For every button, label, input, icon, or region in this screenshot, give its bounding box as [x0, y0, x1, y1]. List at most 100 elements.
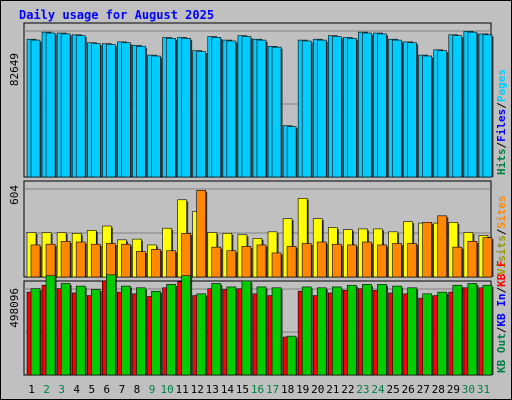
xtick-day-13: 13: [206, 383, 219, 396]
bar-top-pages-day-16: [256, 39, 267, 178]
xtick-day-28: 28: [432, 383, 445, 396]
xtick-day-19: 19: [296, 383, 309, 396]
xtick-day-11: 11: [176, 383, 189, 396]
xtick-day-12: 12: [191, 383, 204, 396]
legend-top-3: /: [495, 102, 508, 109]
bar-top-pages-day-27: [422, 55, 432, 178]
bar-bottom-kb-in-day-14: [226, 286, 237, 376]
legend-bottom-2: KB In: [495, 294, 508, 327]
chart-title: Daily usage for August 2025: [19, 8, 215, 22]
bar-bottom-kb-in-day-8: [136, 287, 146, 376]
legend-bottom-0: KB Out: [495, 333, 508, 373]
bar-top-pages-day-11: [181, 38, 191, 178]
xtick-day-22: 22: [341, 383, 354, 396]
bar-top-pages-day-3: [60, 33, 71, 178]
bar-bottom-kb-in-day-7: [121, 285, 131, 376]
bar-middle-sites-day-23: [362, 241, 372, 278]
bar-bottom-kb-in-day-9: [151, 290, 161, 376]
bar-top-pages-day-1: [30, 39, 41, 178]
bar-bottom-kb-in-day-22: [347, 284, 357, 376]
bar-middle-sites-day-9: [151, 249, 161, 278]
bar-middle-sites-day-13: [211, 246, 222, 278]
legend-top-0: Hits: [495, 149, 508, 176]
legend-middle-1: /: [495, 228, 508, 235]
bar-middle-sites-day-30: [467, 241, 478, 278]
bar-bottom-kb-in-day-25: [392, 285, 402, 376]
xtick-day-8: 8: [134, 383, 141, 396]
bar-bottom-kb-in-day-30: [467, 283, 478, 376]
bar-middle-sites-day-8: [136, 251, 146, 278]
bar-top-pages-day-13: [211, 37, 222, 178]
xtick-day-9: 9: [149, 383, 156, 396]
bar-bottom-kb-in-day-29: [452, 284, 463, 376]
bar-middle-sites-day-2: [45, 243, 56, 278]
xtick-day-5: 5: [88, 383, 95, 396]
legend-bottom-1: /: [495, 326, 508, 333]
bar-top-pages-day-5: [90, 43, 101, 178]
legend-bottom-3: /: [495, 287, 508, 294]
bar-bottom-kb-in-day-17: [271, 287, 282, 376]
xtick-day-23: 23: [356, 383, 369, 396]
xtick-day-15: 15: [236, 383, 249, 396]
bar-middle-sites-day-22: [347, 244, 357, 278]
bar-top-pages-day-26: [407, 42, 417, 178]
bar-middle-sites-day-27: [422, 222, 432, 278]
bar-top-pages-day-31: [482, 34, 493, 178]
bar-middle-sites-day-1: [30, 244, 41, 278]
xtick-day-26: 26: [402, 383, 415, 396]
xtick-day-7: 7: [119, 383, 126, 396]
side-legend-top: Hits/Files/Pages: [495, 69, 508, 175]
bar-middle-sites-day-7: [121, 243, 131, 278]
bar-bottom-kb-in-day-15: [241, 280, 252, 376]
bar-top-pages-day-25: [392, 39, 402, 178]
bar-middle-sites-day-12: [196, 190, 207, 278]
xtick-day-21: 21: [326, 383, 339, 396]
side-legend-middle: Visits/Sites: [495, 196, 508, 276]
bar-middle-sites-day-25: [392, 243, 402, 278]
bar-middle-sites-day-20: [316, 241, 327, 278]
bar-bottom-kb-in-day-26: [407, 287, 417, 376]
xtick-day-4: 4: [73, 383, 80, 396]
ytick-label-middle: 604: [8, 185, 21, 205]
bar-top-pages-day-28: [437, 50, 448, 178]
bar-bottom-kb-in-day-6: [106, 274, 116, 376]
bar-middle-sites-day-4: [75, 241, 86, 278]
bar-bottom-kb-in-day-31: [482, 284, 493, 376]
bar-top-pages-day-30: [467, 31, 478, 178]
legend-middle-2: Sites: [495, 196, 508, 229]
bar-bottom-kb-in-day-19: [301, 286, 312, 376]
bar-middle-sites-day-3: [60, 241, 71, 278]
xtick-day-30: 30: [462, 383, 475, 396]
bar-middle-sites-day-11: [181, 232, 191, 278]
side-legend-bottom: KB Out/KB In/KB F: [495, 260, 508, 373]
bar-bottom-kb-in-day-4: [75, 285, 86, 376]
legend-bottom-4: KB F: [495, 260, 508, 287]
bar-top-pages-day-4: [75, 35, 86, 178]
xtick-day-6: 6: [104, 383, 111, 396]
bar-bottom-kb-in-day-16: [256, 286, 267, 376]
bar-top-pages-day-7: [121, 42, 131, 178]
bar-middle-sites-day-10: [166, 250, 176, 278]
bar-bottom-kb-in-day-3: [60, 283, 71, 376]
bar-middle-sites-day-5: [90, 243, 101, 278]
xtick-day-1: 1: [28, 383, 35, 396]
bar-bottom-kb-in-day-23: [362, 284, 372, 376]
bar-middle-sites-day-24: [377, 244, 387, 278]
bar-middle-sites-day-19: [301, 243, 312, 278]
legend-top-4: Pages: [495, 69, 508, 102]
xtick-day-24: 24: [371, 383, 385, 396]
legend-top-2: Files: [495, 109, 508, 142]
bar-bottom-kb-in-day-5: [90, 289, 101, 376]
bar-middle-sites-day-26: [407, 243, 417, 278]
bar-top-pages-day-15: [241, 36, 252, 178]
xtick-day-14: 14: [221, 383, 235, 396]
bar-bottom-kb-in-day-28: [437, 291, 448, 376]
xtick-day-3: 3: [58, 383, 65, 396]
bar-top-pages-day-6: [106, 44, 116, 178]
bar-top-pages-day-10: [166, 38, 176, 178]
bar-top-pages-day-14: [226, 40, 237, 178]
bar-middle-sites-day-29: [452, 246, 463, 278]
xtick-day-16: 16: [251, 383, 264, 396]
